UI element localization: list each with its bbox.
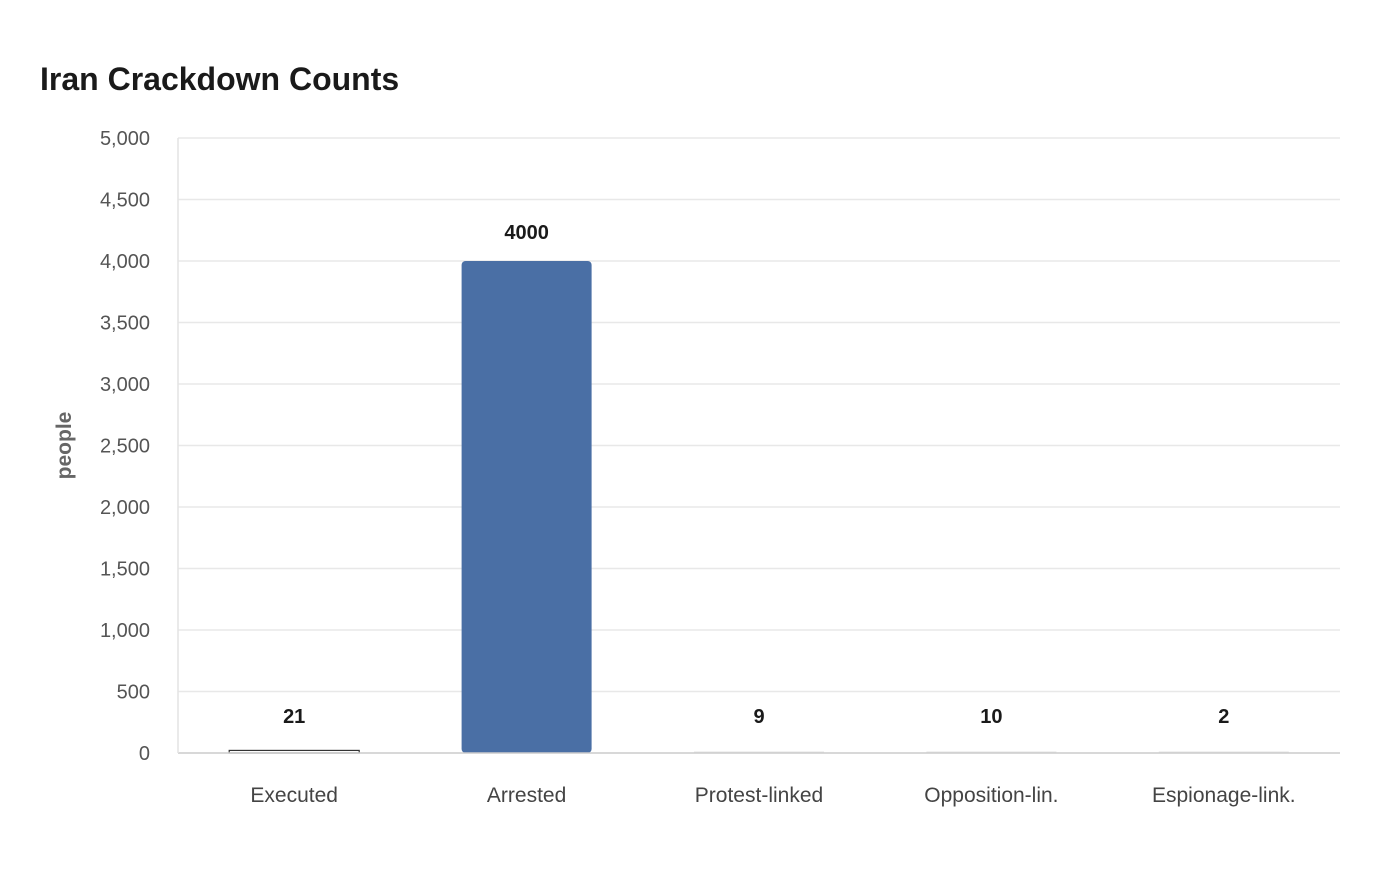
value-labels: 21 4000 9 10 2: [283, 222, 1229, 728]
y-tick-label: 3,500: [100, 313, 150, 335]
y-tick-label: 2,500: [100, 436, 150, 458]
y-tick-label: 1,000: [100, 620, 150, 642]
x-tick-label: Arrested: [487, 784, 566, 807]
y-tick-label: 500: [117, 682, 150, 704]
y-tick-label: 3,000: [100, 374, 150, 396]
data-label: 10: [980, 706, 1002, 728]
x-tick-label: Espionage-link.: [1152, 784, 1296, 807]
y-tick-label: 1,500: [100, 559, 150, 581]
y-tick-label: 5,000: [100, 128, 150, 150]
x-tick-label: Executed: [250, 784, 338, 807]
chart-title: Iran Crackdown Counts: [40, 61, 400, 97]
data-label: 9: [753, 706, 764, 728]
data-label: 4000: [504, 222, 549, 244]
data-label: 21: [283, 706, 305, 728]
y-tick-label: 4,000: [100, 251, 150, 273]
category-labels: Executed Arrested Protest-linked Opposition…: [250, 784, 1295, 807]
data-label: 2: [1218, 706, 1229, 728]
y-axis-title: people: [53, 412, 76, 480]
y-tick-labels: 0 500 1,000 1,500 2,000 2,500 3,000 3,500 4,000 4…: [100, 128, 150, 765]
y-tick-label: 2,000: [100, 497, 150, 519]
x-tick-label: Protest-linked: [695, 784, 823, 807]
x-tick-label: Opposition-lin.: [924, 784, 1058, 807]
bar: [461, 261, 592, 753]
y-tick-label: 4,500: [100, 190, 150, 212]
gridlines: [178, 137, 1340, 693]
y-tick-label: 0: [139, 743, 150, 765]
